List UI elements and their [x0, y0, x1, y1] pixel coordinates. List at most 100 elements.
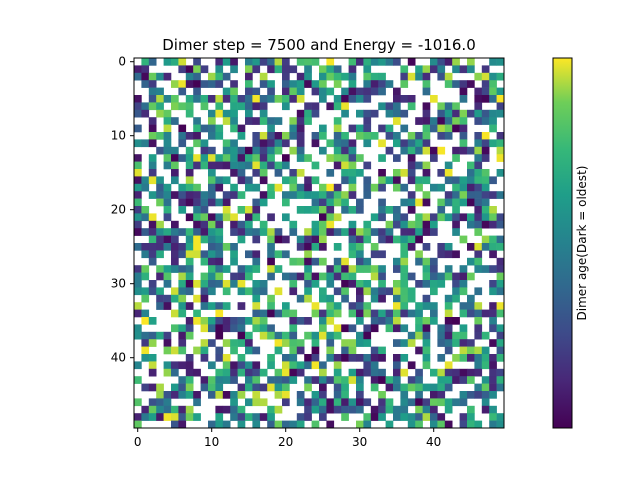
heatmap-cell [333, 198, 342, 207]
heatmap-cell [178, 243, 187, 251]
heatmap-cell [363, 58, 372, 66]
heatmap-cell [259, 191, 268, 199]
heatmap-cell [467, 294, 475, 303]
heatmap-cell [237, 146, 246, 155]
heatmap-cell [134, 376, 142, 384]
heatmap-cell [356, 280, 364, 288]
heatmap-cell [437, 376, 446, 384]
heatmap-cell [141, 272, 150, 281]
heatmap-cell [341, 294, 349, 303]
heatmap-cell [430, 183, 438, 192]
heatmap-cell [363, 361, 372, 370]
heatmap-cell [444, 346, 453, 355]
heatmap-cell [178, 324, 187, 333]
heatmap-cell [356, 243, 364, 251]
heatmap-cell [289, 376, 298, 384]
heatmap-cell [208, 265, 216, 273]
heatmap-cell [259, 383, 268, 392]
heatmap-cell [326, 354, 335, 362]
heatmap-cell [356, 302, 364, 310]
heatmap-cell [148, 87, 157, 96]
heatmap-cell [348, 309, 357, 318]
heatmap-cell [311, 139, 320, 148]
heatmap-cell [274, 139, 283, 148]
heatmap-cell [385, 383, 394, 392]
heatmap-cell [178, 198, 187, 207]
heatmap-cell [245, 272, 253, 281]
heatmap-cell [452, 398, 460, 407]
heatmap-cell [163, 265, 172, 273]
heatmap-cell [274, 95, 283, 103]
heatmap-cell [296, 235, 305, 244]
heatmap-cell [245, 117, 253, 125]
heatmap-cell [407, 161, 416, 170]
heatmap-cell [193, 198, 201, 207]
heatmap-cell [385, 420, 394, 429]
heatmap-cell [178, 302, 187, 310]
heatmap-cell [230, 376, 238, 384]
heatmap-cell [370, 183, 379, 192]
heatmap-cell [200, 272, 209, 281]
heatmap-cell [311, 243, 320, 251]
heatmap-cell [348, 72, 357, 81]
heatmap-cell [422, 280, 431, 288]
heatmap-cell [481, 80, 490, 88]
heatmap-cell [326, 87, 335, 96]
heatmap-cell [430, 317, 438, 325]
heatmap-cell [393, 383, 401, 392]
heatmap-cell [148, 161, 157, 170]
heatmap-cell [489, 243, 497, 251]
heatmap-cell [333, 146, 342, 155]
heatmap-cell [252, 183, 261, 192]
heatmap-cell [319, 95, 327, 103]
heatmap-cell [267, 65, 275, 74]
heatmap-cell [333, 80, 342, 88]
heatmap-cell [178, 139, 187, 148]
heatmap-cell [341, 272, 349, 281]
heatmap-cell [341, 132, 349, 140]
heatmap-cell [178, 183, 187, 192]
heatmap-cell [200, 161, 209, 170]
heatmap-cell [267, 405, 275, 414]
heatmap-cell [296, 58, 305, 66]
heatmap-cell [474, 302, 483, 310]
heatmap-cell [274, 250, 283, 259]
heatmap-cell [422, 383, 431, 392]
heatmap-cell [289, 339, 298, 347]
heatmap-cell [415, 65, 423, 74]
heatmap-cell [363, 80, 372, 88]
heatmap-cell [193, 391, 201, 399]
heatmap-cell [148, 317, 157, 325]
heatmap-cell [378, 124, 386, 133]
heatmap-cell [422, 132, 431, 140]
heatmap-cell [185, 413, 194, 421]
heatmap-cell [452, 124, 460, 133]
heatmap-cell [385, 324, 394, 333]
heatmap-cell [378, 154, 386, 162]
heatmap-cell [259, 102, 268, 111]
heatmap-cell [459, 139, 468, 148]
heatmap-cell [245, 413, 253, 421]
heatmap-cell [444, 102, 453, 111]
heatmap-cell [363, 183, 372, 192]
heatmap-cell [311, 302, 320, 310]
heatmap-cell [141, 102, 150, 111]
heatmap-cell [385, 146, 394, 155]
heatmap-cell [267, 124, 275, 133]
heatmap-cell [430, 405, 438, 414]
heatmap-cell [415, 198, 423, 207]
heatmap-cell [496, 235, 505, 244]
heatmap-cell [245, 317, 253, 325]
heatmap-cell [178, 405, 187, 414]
heatmap-cell [333, 124, 342, 133]
heatmap-cell [400, 398, 409, 407]
heatmap-cell [422, 146, 431, 155]
heatmap-cell [267, 183, 275, 192]
heatmap-cell [474, 309, 483, 318]
heatmap-cell [467, 198, 475, 207]
heatmap-cell [141, 206, 150, 214]
heatmap-cell [267, 117, 275, 125]
heatmap-cell [148, 339, 157, 347]
heatmap-cell [319, 376, 327, 384]
heatmap-cell [378, 250, 386, 259]
